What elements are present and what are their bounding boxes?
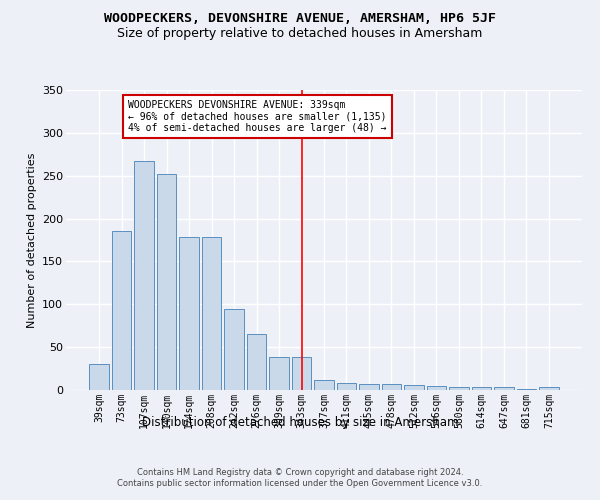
Bar	[404, 385, 424, 390]
Bar	[269, 358, 289, 390]
Bar	[224, 310, 244, 390]
Bar	[359, 384, 379, 390]
Bar	[134, 161, 154, 390]
Text: Contains HM Land Registry data © Crown copyright and database right 2024.
Contai: Contains HM Land Registry data © Crown c…	[118, 468, 482, 487]
Bar	[449, 388, 469, 390]
Text: Distribution of detached houses by size in Amersham: Distribution of detached houses by size …	[142, 416, 458, 429]
Text: WOODPECKERS, DEVONSHIRE AVENUE, AMERSHAM, HP6 5JF: WOODPECKERS, DEVONSHIRE AVENUE, AMERSHAM…	[104, 12, 496, 26]
Bar	[337, 383, 356, 390]
Bar	[494, 388, 514, 390]
Bar	[112, 230, 131, 390]
Text: Size of property relative to detached houses in Amersham: Size of property relative to detached ho…	[118, 28, 482, 40]
Y-axis label: Number of detached properties: Number of detached properties	[26, 152, 37, 328]
Bar	[472, 388, 491, 390]
Bar	[314, 380, 334, 390]
Bar	[247, 334, 266, 390]
Bar	[179, 238, 199, 390]
Bar	[539, 388, 559, 390]
Bar	[292, 358, 311, 390]
Text: WOODPECKERS DEVONSHIRE AVENUE: 339sqm
← 96% of detached houses are smaller (1,13: WOODPECKERS DEVONSHIRE AVENUE: 339sqm ← …	[128, 100, 387, 134]
Bar	[157, 174, 176, 390]
Bar	[382, 384, 401, 390]
Bar	[427, 386, 446, 390]
Bar	[517, 389, 536, 390]
Bar	[89, 364, 109, 390]
Bar	[202, 238, 221, 390]
